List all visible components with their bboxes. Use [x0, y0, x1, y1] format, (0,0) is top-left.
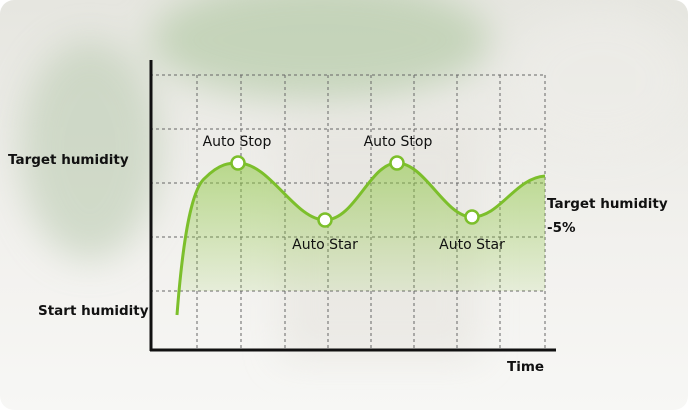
- y-label-bottom: Start humidity: [38, 303, 149, 319]
- marker-label: Auto Stop: [364, 134, 433, 150]
- marker-label: Auto Stop: [203, 134, 272, 150]
- marker-label: Auto Star: [292, 237, 358, 253]
- marker: [391, 157, 404, 170]
- marker: [466, 211, 479, 224]
- y-label-top: Target humidity: [8, 152, 129, 168]
- diagram: Target humidity Start humidity Time Auto…: [0, 0, 688, 410]
- side-label: Target humidity: [547, 196, 668, 212]
- marker-label: Auto Star: [439, 237, 505, 253]
- marker: [232, 157, 245, 170]
- x-label: Time: [507, 359, 544, 375]
- page: Target humidity Start humidity Time Auto…: [0, 0, 688, 410]
- side-label: -5%: [547, 220, 576, 236]
- marker: [319, 214, 332, 227]
